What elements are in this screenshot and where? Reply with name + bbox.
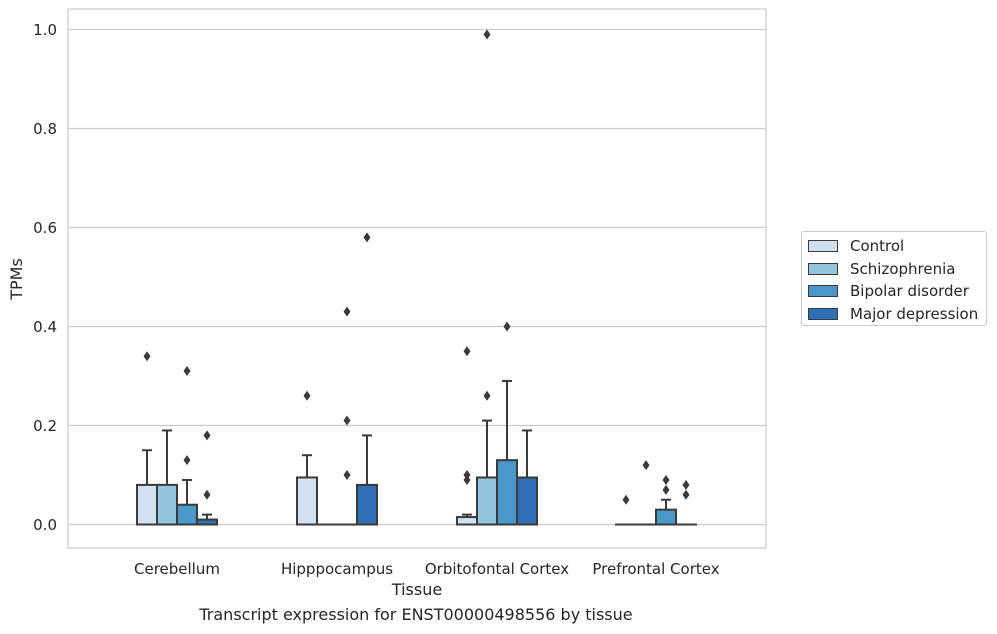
legend-label: Major depression [850, 304, 979, 323]
box-group [476, 29, 498, 526]
box-group [635, 460, 657, 526]
box [456, 516, 478, 526]
box-group [176, 366, 198, 526]
y-tick-label: 0.0 [33, 516, 57, 534]
y-tick-label: 0.4 [33, 318, 57, 336]
legend: Control Schizophrenia Bipolar disorder Majo… [801, 231, 987, 326]
box [176, 503, 198, 526]
outlier-point [203, 489, 211, 500]
outlier-point [463, 346, 471, 357]
x-tick-label: Prefrontal Cortex [592, 560, 719, 578]
outlier-point [622, 494, 630, 505]
box-group [136, 351, 158, 526]
box [136, 483, 158, 526]
x-axis-label: Tissue [391, 580, 442, 599]
outlier-point [183, 366, 191, 377]
outlier-point [682, 479, 690, 490]
box-group [196, 430, 218, 526]
box-group [356, 232, 378, 526]
box-group [336, 306, 358, 526]
box [296, 476, 318, 526]
legend-swatch [808, 240, 838, 252]
box-group [456, 346, 478, 526]
legend-item: Control [808, 236, 904, 256]
outlier-point [483, 390, 491, 401]
box-group [655, 474, 677, 526]
outlier-point [682, 489, 690, 500]
legend-label: Bipolar disorder [850, 282, 969, 300]
y-axis-label: TPMs [7, 258, 26, 301]
box-group [296, 390, 318, 526]
outlier-point [662, 484, 670, 495]
legend-item: Bipolar disorder [808, 281, 969, 301]
legend-swatch [808, 262, 838, 275]
outlier-point [343, 306, 351, 317]
legend-swatch [808, 285, 838, 297]
legend-label: Schizophrenia [850, 259, 956, 278]
legend-swatch [808, 307, 838, 320]
gridlines [68, 28, 766, 526]
x-tick-label: Orbitofontal Cortex [425, 560, 569, 578]
box-group [675, 479, 697, 526]
box-group [516, 429, 538, 526]
box [516, 476, 538, 526]
figure-caption: Transcript expression for ENST0000049855… [199, 605, 633, 624]
y-tick-label: 0.6 [33, 219, 57, 237]
legend-label: Control [850, 237, 905, 255]
plot-frame [67, 8, 767, 549]
outlier-point [343, 415, 351, 426]
box [476, 476, 498, 526]
box [496, 459, 518, 526]
box [156, 483, 178, 526]
outlier-point [363, 232, 371, 243]
x-tick-label: Cerebellum [134, 560, 220, 578]
outlier-point [203, 430, 211, 441]
x-tick-labels: Cerebellum Hipppocampus Orbitofontal Corte… [134, 560, 720, 578]
box-group [615, 494, 637, 526]
box-group [496, 321, 518, 526]
outlier-point [662, 474, 670, 485]
x-tick-label: Hipppocampus [281, 560, 393, 578]
outlier-point [143, 351, 151, 362]
outlier-point [483, 29, 491, 40]
box [356, 483, 378, 526]
box-group [156, 429, 178, 526]
outlier-point [343, 470, 351, 480]
legend-item: Schizophrenia [808, 259, 955, 279]
outlier-point [303, 390, 311, 401]
legend-item: Major depression [808, 304, 978, 324]
outlier-point [463, 474, 471, 485]
outlier-point [503, 321, 511, 332]
y-tick-label: 0.2 [33, 417, 57, 435]
y-tick-label: 1.0 [33, 21, 57, 39]
outlier-point [183, 455, 191, 466]
box [655, 508, 677, 526]
plot-area [136, 29, 697, 526]
y-tick-labels: 0.0 0.2 0.4 0.6 0.8 1.0 [33, 21, 57, 534]
y-tick-label: 0.8 [33, 120, 57, 138]
outlier-point [642, 460, 650, 471]
